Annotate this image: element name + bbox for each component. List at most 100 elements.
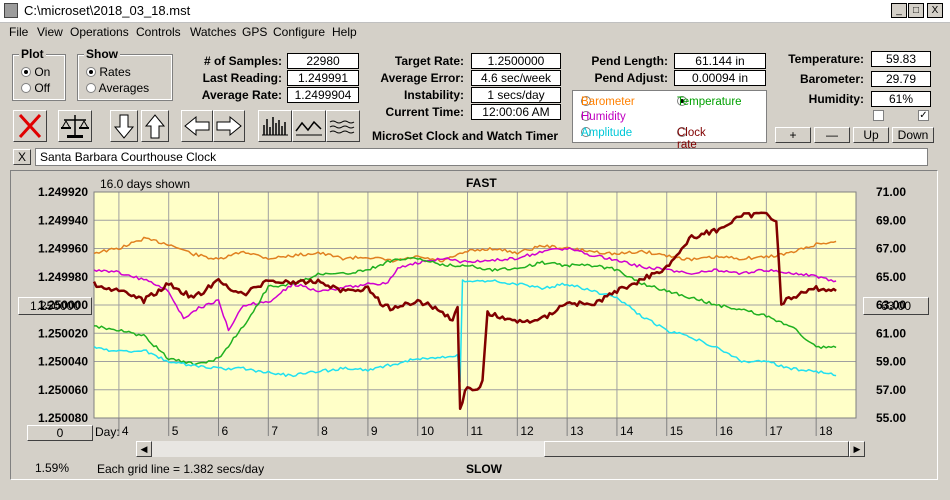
- day-tick-label: 15: [670, 424, 684, 438]
- center-rate-button[interactable]: 1.250000: [18, 297, 92, 315]
- scroll-up-button[interactable]: [141, 110, 169, 142]
- radio-icon: [677, 96, 687, 106]
- day-tick-label: 16: [720, 424, 734, 438]
- menu-help[interactable]: Help: [332, 25, 357, 39]
- show-group: [77, 54, 173, 101]
- scroll-left-arrow[interactable]: ◀: [136, 441, 152, 457]
- plot-off-radio[interactable]: Off: [21, 81, 50, 95]
- noise-button[interactable]: [326, 110, 360, 142]
- day-tick-label: 8: [321, 424, 328, 438]
- plus-button[interactable]: +: [775, 127, 811, 143]
- option-barometer-label: Barometer: [581, 96, 635, 108]
- menu-file[interactable]: File: [9, 25, 29, 39]
- close-button[interactable]: X: [927, 3, 943, 18]
- scroll-right-arrow[interactable]: ▶: [849, 441, 865, 457]
- menu-configure[interactable]: Configure: [273, 25, 326, 39]
- minus-button[interactable]: —: [814, 127, 850, 143]
- left-tick-label: 1.249940: [38, 213, 88, 227]
- right-axis-labels: 71.00 69.00 67.00 65.00 63.00 61.00 59.00 57.00…: [876, 185, 906, 425]
- menu-operations[interactable]: Operations: [70, 25, 129, 39]
- days-shown: 16.0 days shown: [100, 177, 191, 191]
- humidity-value: 61%: [871, 91, 931, 107]
- show-rates-radio[interactable]: Rates: [86, 65, 131, 79]
- histogram-button[interactable]: [258, 110, 292, 142]
- series-line-3: [93, 279, 837, 383]
- scroll-right-button[interactable]: [213, 110, 245, 142]
- right-tick-label: 65.00: [876, 270, 906, 284]
- watch-name-input[interactable]: Santa Barbara Courthouse Clock: [35, 148, 928, 166]
- radio-icon: [86, 83, 96, 93]
- noise-icon: [329, 120, 355, 134]
- scroll-down-button[interactable]: [110, 110, 138, 142]
- arrow-right-icon: [216, 115, 242, 137]
- option-temperature-label: Temperature: [677, 96, 742, 108]
- radio-icon: [21, 67, 31, 77]
- app-icon: [4, 3, 18, 18]
- barometer-label: Barometer:: [799, 72, 864, 86]
- last-reading-label: Last Reading:: [202, 71, 282, 85]
- show-group-title: Show: [84, 47, 120, 61]
- target-rate-value[interactable]: 1.2500000: [471, 53, 561, 69]
- day-tick-label: 11: [471, 424, 484, 438]
- show-averages-radio[interactable]: Averages: [86, 81, 149, 95]
- instability-label: Instability:: [403, 88, 464, 102]
- average-error-label: Average Error:: [380, 71, 464, 85]
- scale-icon: [61, 115, 89, 138]
- day-tick-label: 14: [620, 424, 634, 438]
- menu-controls[interactable]: Controls: [136, 25, 181, 39]
- menu-view[interactable]: View: [37, 25, 63, 39]
- day-tick-label: 18: [819, 424, 833, 438]
- radio-icon: [21, 83, 31, 93]
- red-x-icon: [18, 113, 42, 139]
- checkbox-right[interactable]: ✓: [918, 110, 929, 121]
- balance-button[interactable]: [58, 110, 92, 142]
- barometer-value: 29.79: [871, 71, 931, 87]
- day-tick-label: 10: [421, 424, 435, 438]
- average-rate-value: 1.2499904: [287, 87, 359, 103]
- center-secondary-button[interactable]: 63.00: [863, 297, 929, 315]
- menu-bar: File View Operations Controls Watches GP…: [0, 22, 950, 42]
- samples-value: 22980: [287, 53, 359, 69]
- humidity-label: Humidity:: [808, 92, 864, 106]
- day-tick-label: 12: [520, 424, 534, 438]
- left-tick-label: 1.250080: [38, 411, 88, 425]
- menu-watches[interactable]: Watches: [190, 25, 237, 39]
- scroll-thumb[interactable]: [544, 441, 849, 457]
- checkbox-left[interactable]: [873, 110, 884, 121]
- gridlines: [93, 191, 857, 436]
- left-tick-label: 1.250020: [38, 326, 88, 340]
- wave-icon: [295, 120, 322, 136]
- menu-gps[interactable]: GPS: [242, 25, 268, 39]
- pend-adjust-label: Pend Adjust:: [594, 71, 668, 85]
- right-tick-label: 55.00: [876, 411, 906, 425]
- wave-button[interactable]: [292, 110, 326, 142]
- clear-data-button[interactable]: [13, 110, 47, 142]
- right-tick-label: 59.00: [876, 355, 906, 369]
- series-lines: [92, 211, 837, 411]
- plot-off-label: Off: [34, 81, 51, 95]
- scroll-left-button[interactable]: [181, 110, 213, 142]
- up-button[interactable]: Up: [853, 127, 889, 143]
- day-tick-label: 5: [172, 424, 179, 438]
- horizontal-scrollbar[interactable]: ◀ ▶: [136, 441, 865, 457]
- right-tick-label: 71.00: [876, 185, 906, 199]
- current-time-value: 12:00:06 AM: [471, 104, 561, 120]
- slow-label: SLOW: [466, 462, 502, 476]
- title-bar: C:\microset\2018_03_18.mst _ □ X: [0, 0, 950, 23]
- radio-icon: [581, 96, 591, 106]
- clear-name-button[interactable]: X: [13, 149, 31, 165]
- pend-length-value[interactable]: 61.144 in: [674, 53, 766, 69]
- plot-on-radio[interactable]: On: [21, 65, 50, 79]
- series-line-4: [92, 211, 837, 411]
- chart-panel: [10, 170, 938, 480]
- maximize-button[interactable]: □: [908, 3, 924, 18]
- zero-button[interactable]: 0: [27, 425, 93, 441]
- last-reading-value: 1.249991: [287, 70, 359, 86]
- right-tick-label: 57.00: [876, 383, 906, 397]
- down-button[interactable]: Down: [892, 127, 934, 143]
- average-rate-label: Average Rate:: [201, 88, 282, 102]
- temperature-value: 59.83: [871, 51, 931, 67]
- minimize-button[interactable]: _: [891, 3, 907, 18]
- grid-note: Each grid line = 1.382 secs/day: [97, 462, 265, 476]
- left-tick-label: 1.249980: [38, 270, 88, 284]
